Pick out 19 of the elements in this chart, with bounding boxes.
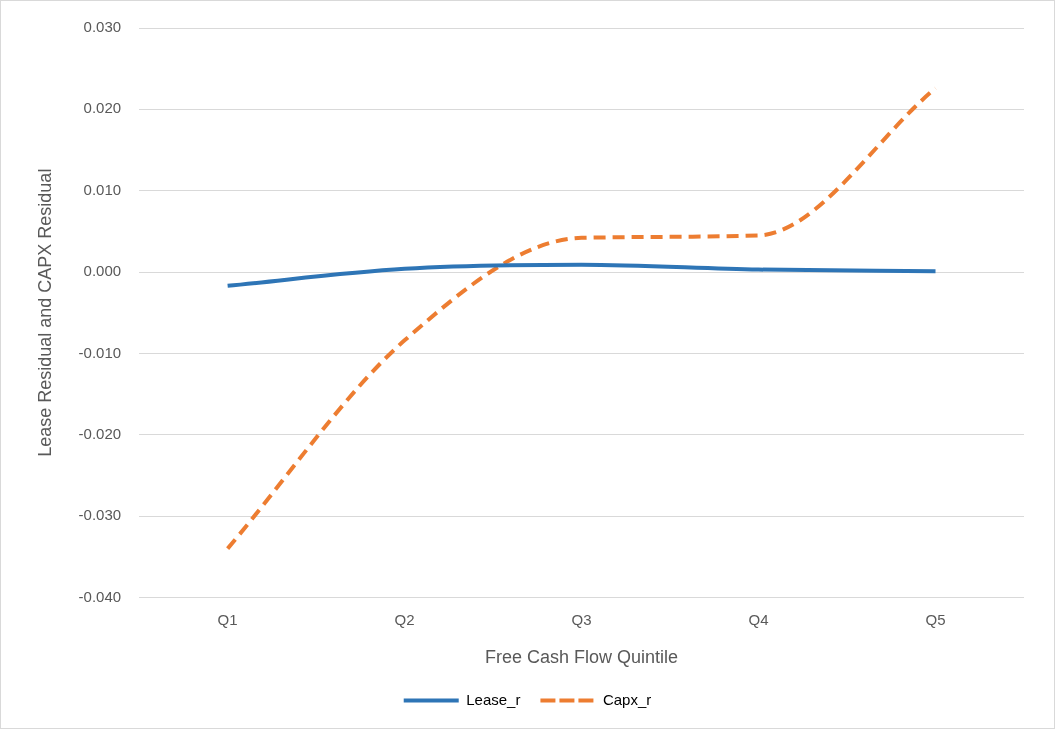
x-tick-label: Q5 bbox=[925, 610, 946, 628]
y-tick-label: 0.030 bbox=[83, 18, 122, 36]
x-tick-label: Q1 bbox=[217, 610, 238, 628]
y-tick-label: -0.010 bbox=[78, 343, 122, 361]
y-axis-title: Lease Residual and CAPX Residual bbox=[34, 168, 55, 457]
line-series bbox=[225, 262, 938, 288]
y-tick-label: 0.010 bbox=[83, 180, 122, 198]
x-tick-label: Q2 bbox=[394, 610, 415, 628]
y-tick-label: 0.020 bbox=[83, 99, 122, 117]
y-tick-label: 0.000 bbox=[83, 262, 122, 280]
legend-label: Capx_r bbox=[602, 690, 652, 708]
legend-label: Lease_r bbox=[466, 690, 521, 708]
x-tick-label: Q3 bbox=[571, 610, 592, 628]
y-tick-label: -0.030 bbox=[78, 506, 122, 524]
x-axis-title: Free Cash Flow Quintile bbox=[485, 647, 679, 668]
y-tick-label: -0.020 bbox=[78, 424, 122, 442]
x-tick-label: Q4 bbox=[748, 610, 769, 628]
y-tick-label: -0.040 bbox=[78, 587, 122, 605]
line-series bbox=[225, 86, 938, 551]
